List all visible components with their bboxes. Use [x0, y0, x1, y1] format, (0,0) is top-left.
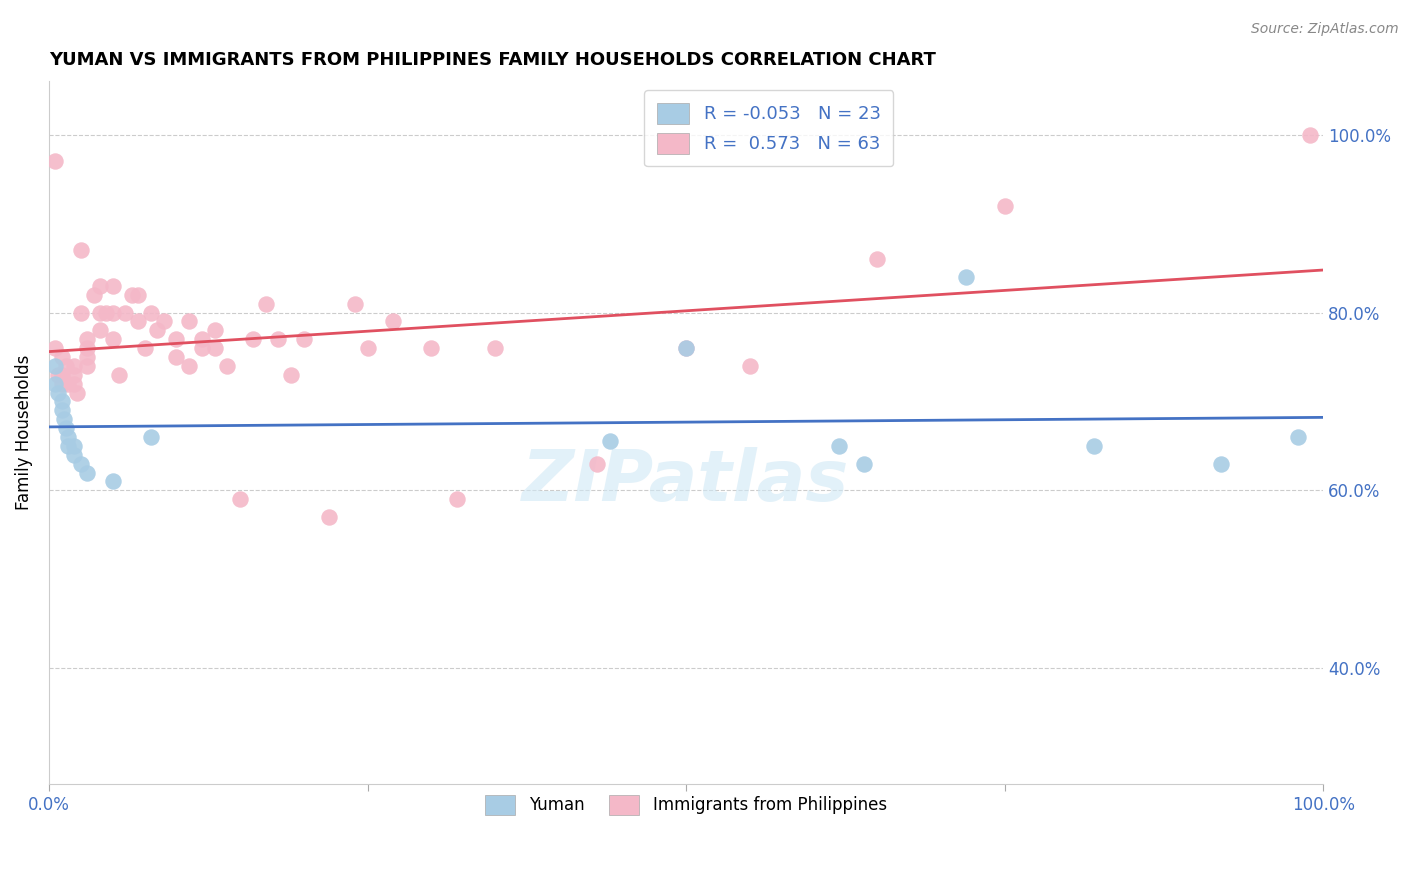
- Point: [1286, 430, 1309, 444]
- Point: [51, 368, 73, 382]
- Point: [53, 412, 76, 426]
- Y-axis label: Family Households: Family Households: [15, 355, 32, 510]
- Point: [76, 332, 98, 346]
- Point: [76, 359, 98, 373]
- Point: [675, 341, 697, 355]
- Point: [56, 376, 79, 391]
- Point: [56, 439, 79, 453]
- Point: [63, 448, 86, 462]
- Point: [204, 341, 226, 355]
- Point: [866, 252, 889, 267]
- Point: [69, 457, 91, 471]
- Point: [420, 341, 443, 355]
- Point: [44, 359, 66, 373]
- Point: [853, 457, 876, 471]
- Point: [318, 510, 340, 524]
- Point: [63, 368, 86, 382]
- Point: [484, 341, 506, 355]
- Point: [51, 350, 73, 364]
- Legend: Yuman, Immigrants from Philippines: Yuman, Immigrants from Philippines: [475, 785, 897, 824]
- Point: [76, 350, 98, 364]
- Point: [254, 296, 277, 310]
- Point: [292, 332, 315, 346]
- Point: [55, 359, 77, 373]
- Point: [955, 269, 977, 284]
- Point: [994, 199, 1017, 213]
- Point: [76, 341, 98, 355]
- Point: [63, 439, 86, 453]
- Text: Source: ZipAtlas.com: Source: ZipAtlas.com: [1251, 22, 1399, 37]
- Point: [446, 492, 468, 507]
- Point: [139, 305, 162, 319]
- Point: [101, 332, 124, 346]
- Point: [382, 314, 405, 328]
- Point: [46, 385, 69, 400]
- Point: [179, 314, 201, 328]
- Point: [69, 305, 91, 319]
- Point: [121, 287, 143, 301]
- Point: [165, 332, 187, 346]
- Point: [828, 439, 851, 453]
- Point: [101, 305, 124, 319]
- Point: [96, 305, 118, 319]
- Point: [51, 394, 73, 409]
- Point: [139, 430, 162, 444]
- Point: [55, 421, 77, 435]
- Point: [127, 287, 149, 301]
- Point: [63, 376, 86, 391]
- Point: [89, 323, 111, 337]
- Point: [280, 368, 302, 382]
- Point: [44, 341, 66, 355]
- Point: [114, 305, 136, 319]
- Text: YUMAN VS IMMIGRANTS FROM PHILIPPINES FAMILY HOUSEHOLDS CORRELATION CHART: YUMAN VS IMMIGRANTS FROM PHILIPPINES FAM…: [49, 51, 936, 69]
- Point: [599, 434, 621, 449]
- Point: [89, 305, 111, 319]
- Point: [101, 278, 124, 293]
- Point: [152, 314, 174, 328]
- Point: [191, 341, 214, 355]
- Point: [134, 341, 156, 355]
- Point: [204, 323, 226, 337]
- Point: [51, 403, 73, 417]
- Point: [89, 278, 111, 293]
- Point: [1211, 457, 1233, 471]
- Point: [343, 296, 366, 310]
- Text: ZIPatlas: ZIPatlas: [523, 447, 849, 516]
- Point: [66, 385, 89, 400]
- Point: [108, 368, 131, 382]
- Point: [127, 314, 149, 328]
- Point: [586, 457, 609, 471]
- Point: [165, 350, 187, 364]
- Point: [69, 244, 91, 258]
- Point: [356, 341, 378, 355]
- Point: [56, 430, 79, 444]
- Point: [217, 359, 239, 373]
- Point: [1299, 128, 1322, 142]
- Point: [44, 154, 66, 169]
- Point: [738, 359, 761, 373]
- Point: [46, 368, 69, 382]
- Point: [51, 376, 73, 391]
- Point: [229, 492, 252, 507]
- Point: [76, 466, 98, 480]
- Point: [675, 341, 697, 355]
- Point: [1083, 439, 1105, 453]
- Point: [101, 475, 124, 489]
- Point: [63, 359, 86, 373]
- Point: [267, 332, 290, 346]
- Point: [44, 376, 66, 391]
- Point: [191, 332, 214, 346]
- Point: [179, 359, 201, 373]
- Point: [242, 332, 264, 346]
- Point: [146, 323, 169, 337]
- Point: [83, 287, 105, 301]
